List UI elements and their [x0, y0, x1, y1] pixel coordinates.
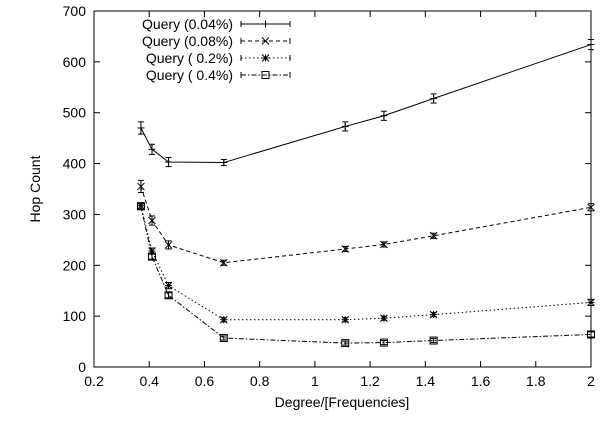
data-point — [429, 336, 438, 345]
data-point — [429, 231, 438, 240]
data-point — [587, 298, 595, 307]
x-tick-label: 1 — [311, 373, 319, 389]
x-tick-label: 0.4 — [139, 373, 159, 389]
data-point — [219, 334, 228, 343]
data-point — [587, 330, 595, 339]
data-point — [164, 241, 173, 249]
data-point — [219, 258, 228, 267]
legend-marker — [261, 37, 270, 45]
x-tick-label: 2 — [587, 373, 595, 389]
legend-label: Query ( 0.2%) — [146, 50, 233, 66]
x-tick-label: 0.2 — [84, 373, 104, 389]
data-point — [136, 202, 145, 211]
data-point — [430, 94, 438, 102]
data-point — [341, 245, 350, 253]
x-tick-label: 1.4 — [416, 373, 436, 389]
legend: Query (0.04%)Query (0.08%)Query ( 0.2%)Q… — [142, 16, 291, 83]
data-point — [137, 182, 145, 191]
data-point — [148, 216, 156, 225]
data-point — [219, 315, 228, 324]
y-tick-label: 700 — [63, 3, 87, 19]
x-tick-label: 0.8 — [250, 373, 270, 389]
data-point — [379, 338, 388, 347]
y-tick-label: 400 — [63, 156, 87, 172]
y-tick-label: 300 — [63, 206, 87, 222]
series-line — [140, 205, 592, 321]
data-point — [380, 240, 388, 249]
x-tick-label: 1.6 — [471, 373, 491, 389]
data-point — [587, 41, 595, 49]
series-3 — [137, 201, 595, 324]
series-1 — [137, 38, 595, 168]
series-line — [140, 206, 592, 344]
legend-marker — [262, 20, 269, 28]
data-point — [380, 314, 388, 323]
legend-label: Query (0.08%) — [142, 33, 233, 49]
legend-label: Query ( 0.4%) — [146, 67, 233, 83]
y-axis-label: Hop Count — [27, 155, 43, 222]
x-axis-label: Degree/[Frequencies] — [275, 394, 410, 410]
data-point — [147, 252, 156, 261]
y-axis: 0 100 200 300 400 500 600 700 — [63, 3, 591, 375]
data-point — [164, 281, 173, 290]
x-tick-label: 0.6 — [195, 373, 215, 389]
data-point — [341, 339, 350, 348]
series-2 — [137, 179, 595, 267]
legend-label: Query (0.04%) — [142, 16, 233, 32]
series-line — [140, 186, 592, 264]
data-point — [341, 122, 349, 130]
data-point — [164, 291, 173, 300]
data-point — [148, 145, 156, 153]
y-tick-label: 600 — [63, 54, 87, 70]
data-point — [587, 203, 595, 212]
y-tick-label: 200 — [63, 257, 87, 273]
x-tick-label: 1.2 — [360, 373, 380, 389]
data-point — [429, 310, 438, 319]
series-4 — [136, 202, 595, 348]
x-axis: 0.2 0.4 0.6 0.8 1 1.2 1.4 1.6 1.8 2 — [84, 11, 595, 389]
y-tick-label: 100 — [63, 308, 87, 324]
y-tick-label: 0 — [78, 359, 86, 375]
data-point — [341, 315, 350, 324]
x-tick-label: 1.8 — [526, 373, 546, 389]
data-point — [165, 158, 173, 166]
series-line — [140, 44, 592, 164]
plot-frame — [93, 10, 592, 368]
legend-marker — [261, 54, 270, 62]
legend-marker — [261, 71, 270, 79]
series-layer — [136, 38, 595, 348]
data-point — [220, 159, 228, 167]
y-tick-label: 500 — [63, 105, 87, 121]
data-point — [137, 124, 145, 132]
data-point — [380, 112, 388, 120]
